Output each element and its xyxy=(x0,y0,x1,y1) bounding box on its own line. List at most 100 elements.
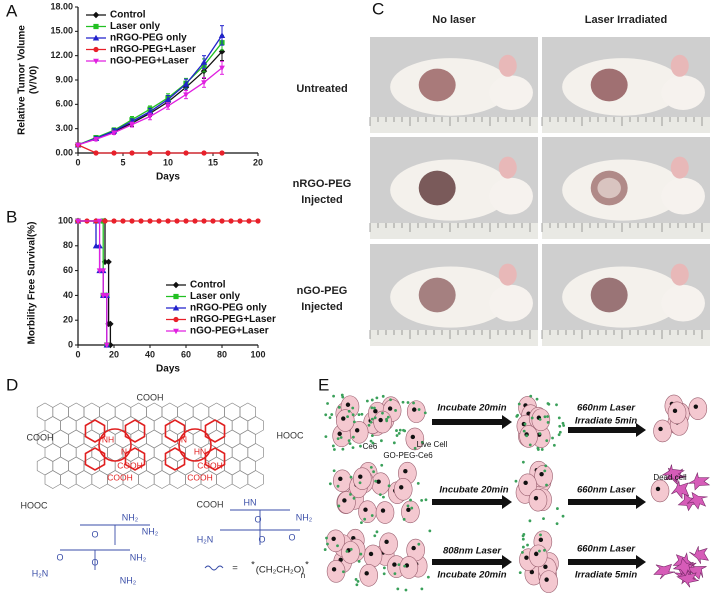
ring xyxy=(83,402,100,422)
dot xyxy=(409,498,412,502)
dot xyxy=(367,423,371,427)
dot xyxy=(392,441,396,445)
ring xyxy=(44,470,61,489)
marker xyxy=(102,218,108,224)
dot xyxy=(339,436,343,439)
dot xyxy=(369,465,373,469)
dot xyxy=(398,428,402,432)
label: COOH xyxy=(187,472,213,482)
dot xyxy=(386,415,390,419)
formula: (CH₂CH₂O) xyxy=(256,565,305,576)
dot xyxy=(403,564,407,568)
dot xyxy=(370,406,374,410)
marker xyxy=(147,114,153,120)
dot xyxy=(357,413,361,417)
dot xyxy=(528,519,532,523)
scheme-label: Dead cell xyxy=(653,473,687,482)
nucleus xyxy=(364,571,369,576)
peg-chain xyxy=(60,549,130,570)
dot xyxy=(420,440,424,444)
marker xyxy=(92,34,100,41)
scheme-label: 660nm Laser xyxy=(577,485,636,496)
dot xyxy=(354,578,358,581)
label: N xyxy=(181,434,187,444)
dot xyxy=(369,420,373,424)
marker xyxy=(173,328,179,335)
dot xyxy=(355,583,359,587)
marker xyxy=(218,32,226,38)
y-tick-label: 20 xyxy=(63,315,73,325)
legend-label: Control xyxy=(110,10,146,21)
nucleus xyxy=(538,537,544,543)
y-tick-label: 60 xyxy=(63,265,73,275)
dot xyxy=(543,548,546,552)
dot xyxy=(332,448,336,451)
nucleus xyxy=(378,417,383,423)
y-axis-label: Morbility Free Survival(%) xyxy=(27,222,38,345)
ring xyxy=(124,419,146,443)
formula: = xyxy=(232,563,238,574)
dot xyxy=(514,479,518,483)
mouse-head xyxy=(661,75,705,110)
dot xyxy=(406,504,410,508)
ring xyxy=(224,402,241,422)
ring xyxy=(204,447,226,471)
ring xyxy=(164,447,186,471)
dead-cell xyxy=(688,471,711,491)
nucleus xyxy=(403,469,408,474)
dot xyxy=(346,415,349,419)
nucleus xyxy=(368,551,374,557)
ring xyxy=(161,456,178,476)
live-cell xyxy=(539,570,558,593)
mouse-photo xyxy=(541,244,710,346)
dot xyxy=(545,439,549,443)
marker xyxy=(228,218,234,224)
dot xyxy=(543,415,547,419)
nucleus xyxy=(342,498,347,503)
dot xyxy=(369,439,373,443)
ring xyxy=(146,402,163,422)
dot xyxy=(381,411,384,415)
dot xyxy=(381,394,385,398)
label: NH₂ xyxy=(142,526,159,536)
mouse-ear xyxy=(670,156,689,179)
dot xyxy=(326,542,329,546)
dead-cell xyxy=(653,563,675,580)
dot xyxy=(351,446,355,450)
ring xyxy=(224,456,241,476)
dot xyxy=(515,414,519,418)
dot xyxy=(426,575,430,579)
live-cell xyxy=(379,532,398,556)
ring xyxy=(91,470,108,489)
y-tick-label: 9.00 xyxy=(55,74,73,84)
dot xyxy=(360,412,364,416)
panel-letter: B xyxy=(6,207,17,226)
dead-cell xyxy=(672,557,694,577)
row-header: nRGO-PEG xyxy=(293,178,352,190)
nucleus xyxy=(523,480,528,486)
dot xyxy=(330,413,334,416)
mouse-photo xyxy=(541,37,710,133)
label: HN xyxy=(244,497,257,507)
dot xyxy=(546,415,550,418)
dot xyxy=(328,416,332,420)
dot xyxy=(373,416,377,420)
mouse-photo xyxy=(369,137,538,239)
marker xyxy=(147,150,153,156)
scheme-label: 660nm Laser xyxy=(577,403,636,414)
scar xyxy=(597,177,621,199)
marker xyxy=(172,304,180,311)
marker xyxy=(75,142,81,149)
peg-chain xyxy=(80,524,150,545)
ring xyxy=(114,402,132,422)
live-cell xyxy=(518,473,537,497)
live-cell xyxy=(359,564,378,587)
dot xyxy=(539,533,542,537)
dead-cell xyxy=(676,569,699,588)
tumor xyxy=(418,277,456,313)
mouse-head xyxy=(489,284,533,322)
ring xyxy=(124,447,146,471)
marker xyxy=(183,150,189,156)
live-cell xyxy=(333,469,352,493)
scheme-label: GO-PEG-Ce6 xyxy=(383,451,433,460)
